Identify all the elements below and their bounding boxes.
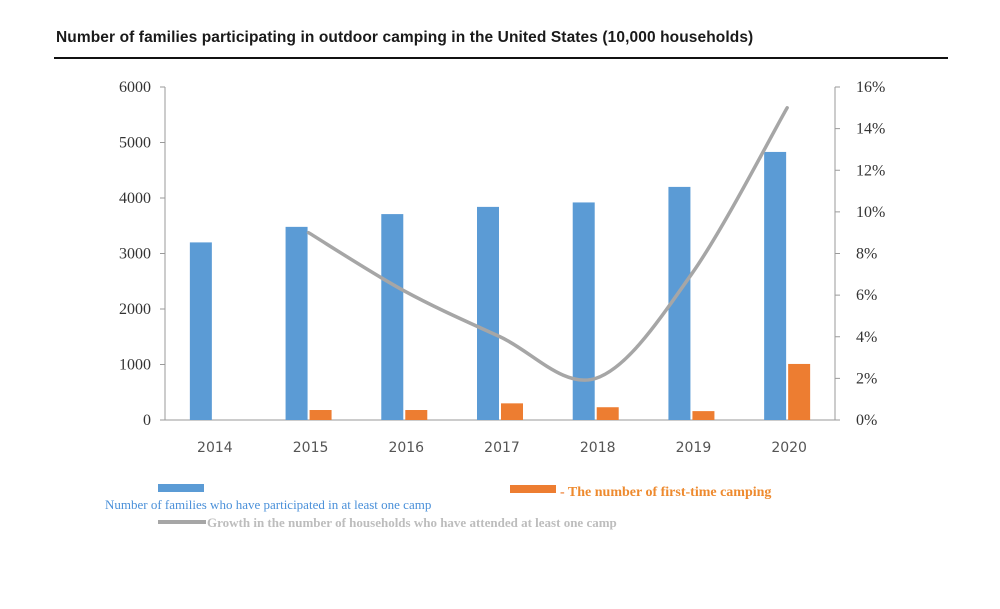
right-tick-label: 16% [856, 79, 885, 96]
bar-first-time [405, 410, 428, 420]
right-tick-label: 6% [856, 287, 877, 304]
bars-group [189, 151, 811, 420]
bar-families [381, 214, 404, 420]
left-tick-label: 0 [143, 412, 151, 429]
x-tick-label: 2015 [293, 440, 329, 456]
bar-first-time [501, 403, 523, 420]
bar-families [572, 202, 595, 420]
axes-group: 0 1000 2000 3000 4000 5000 6000 0% 2% 4% 6% 8% 10% 12… [119, 79, 885, 456]
bar-first-time [309, 410, 332, 420]
bar-families [668, 186, 691, 420]
growth-line [306, 106, 789, 382]
x-tick-label: 2020 [771, 440, 807, 456]
chart-title: Number of families participating in outd… [56, 29, 754, 46]
left-tick-label: 2000 [119, 301, 151, 318]
bar-families [764, 151, 787, 420]
legend-label-orange: - The number of first-time camping [560, 485, 771, 500]
right-tick-label: 2% [856, 370, 877, 387]
growth-line-group [306, 106, 789, 382]
legend-label-orange-text: The number of first-time camping [568, 485, 772, 500]
right-tick-label: 14% [856, 121, 885, 138]
right-tick-label: 12% [856, 162, 885, 179]
left-tick-label: 5000 [119, 135, 151, 152]
x-tick-label: 2014 [197, 440, 233, 456]
x-tick-label: 2016 [388, 440, 424, 456]
bar-first-time [788, 363, 811, 420]
legend-label-blue: Number of families who have participated… [105, 497, 431, 512]
bar-families [477, 206, 499, 420]
right-tick-label: 0% [856, 412, 877, 429]
bar-first-time [596, 407, 619, 420]
legend-dash: - [560, 485, 568, 500]
x-tick-label: 2019 [676, 440, 712, 456]
legend-label-gray: Growth in the number of households who h… [207, 515, 617, 530]
legend-swatch-blue [158, 484, 204, 492]
x-tick-label: 2017 [484, 440, 520, 456]
title-divider [54, 57, 948, 59]
left-tick-label: 6000 [119, 79, 151, 96]
legend-group: Number of families who have participated… [105, 484, 771, 530]
right-tick-label: 4% [856, 329, 877, 346]
left-tick-label: 3000 [119, 246, 151, 263]
right-tick-label: 10% [856, 204, 885, 221]
bar-first-time [692, 411, 715, 420]
left-tick-label: 1000 [119, 357, 151, 374]
bar-families [189, 242, 212, 420]
bar-families [285, 226, 308, 420]
x-tick-label: 2018 [580, 440, 616, 456]
legend-swatch-orange [510, 485, 556, 493]
right-tick-label: 8% [856, 246, 877, 263]
left-tick-label: 4000 [119, 190, 151, 207]
